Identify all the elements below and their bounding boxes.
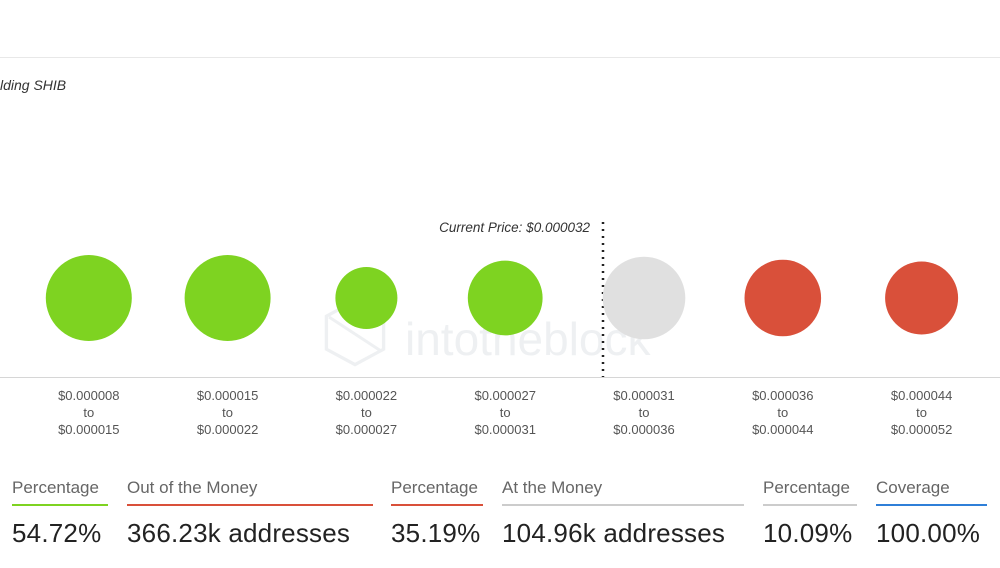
x-tick-label: to [916,405,927,420]
bubble-in-the-money[interactable] [184,255,271,341]
x-tick-label: $0.000036 [752,388,813,403]
x-tick-label: $0.000031 [613,388,674,403]
bubble-in-the-money[interactable] [467,260,543,336]
bubble-at-the-money[interactable] [602,256,686,340]
bubble-out-of-the-money[interactable] [885,261,959,335]
x-tick-label: $0.000027 [474,388,535,403]
stat-label: Percentage [763,478,857,506]
x-tick-label: $0.000015 [58,422,119,437]
stat-value: 35.19% [391,518,481,548]
x-tick-label: $0.000031 [474,422,535,437]
x-tick-label: to [83,405,94,420]
x-tick-label: $0.000015 [197,388,258,403]
stat-label: At the Money [502,478,744,506]
stat-label: Percentage [391,478,483,506]
top-strip [0,0,1000,58]
stat-at-the-money: At the Money 104.96k addresses [502,478,744,549]
stat-out-of-money: Out of the Money 366.23k addresses [127,478,373,549]
bubble-out-of-the-money[interactable] [744,259,822,337]
x-tick-label: to [500,405,511,420]
chart-subtitle: lding SHIB [0,77,67,93]
x-tick-labels: $0.000008 to $0.000015 $0.000015 to $0.000022… [58,388,952,437]
stat-value: 54.72% [12,518,102,548]
x-tick-label: to [222,405,233,420]
x-tick-label: $0.000044 [891,388,952,403]
x-tick-label: $0.000027 [336,422,397,437]
stat-label: Percentage [12,478,108,506]
stat-value: 104.96k addresses [502,518,726,548]
x-tick-label: to [639,405,650,420]
current-price-label: Current Price: $0.000032 [439,220,590,235]
stat-label: Coverage [876,478,987,506]
stat-percentage-in: Percentage 54.72% [12,478,108,549]
stat-coverage: Coverage 100.00% [876,478,987,549]
stat-label: Out of the Money [127,478,373,506]
x-tick-label: to [777,405,788,420]
x-tick-label: $0.000022 [336,388,397,403]
x-tick-label: $0.000052 [891,422,952,437]
iomap-chart: intotheblock Current Price: $0.000032 $0… [0,220,1000,437]
x-tick-label: $0.000008 [58,388,119,403]
stat-percentage-out: Percentage 35.19% [391,478,483,549]
stat-value: 366.23k addresses [127,518,351,548]
x-tick-label: $0.000022 [197,422,258,437]
stat-percentage-at: Percentage 10.09% [763,478,857,549]
x-tick-label: to [361,405,372,420]
stat-value: 100.00% [876,518,981,548]
bubbles [45,255,959,341]
x-tick-label: $0.000044 [752,422,813,437]
stat-value: 10.09% [763,518,853,548]
x-tick-label: $0.000036 [613,422,674,437]
bubble-in-the-money[interactable] [335,267,398,329]
bubble-in-the-money[interactable] [45,255,132,341]
